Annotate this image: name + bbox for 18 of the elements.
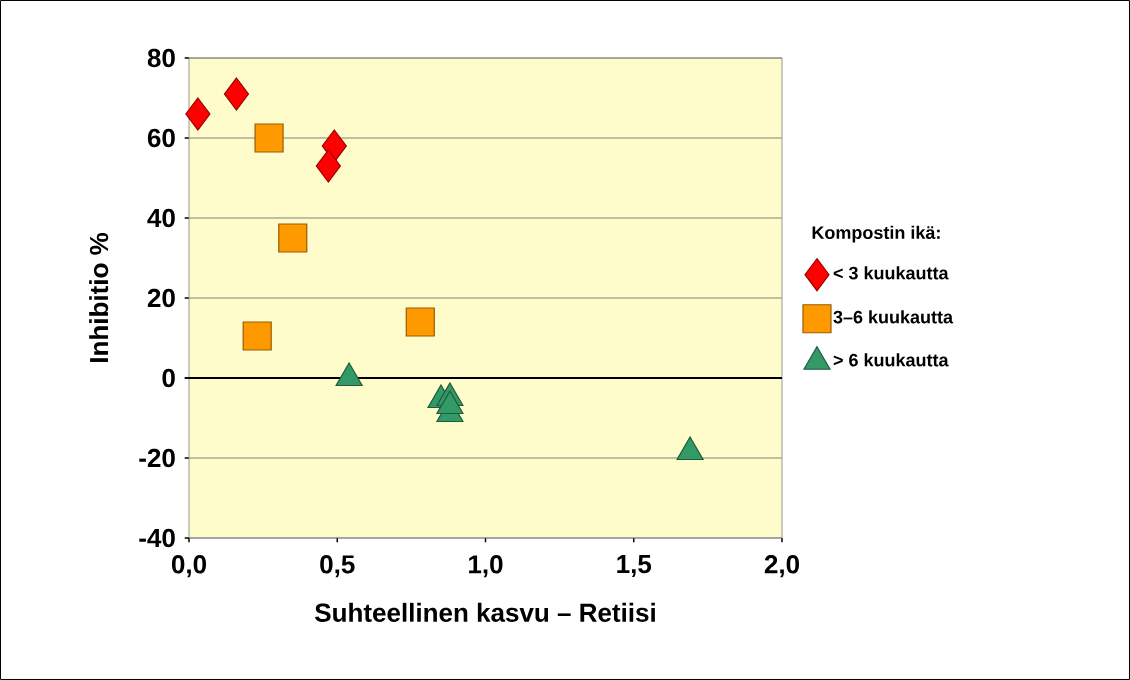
- y-tick-label: -40: [139, 528, 175, 548]
- x-tick-label: 0,0: [171, 555, 207, 578]
- y-tick-label: 80: [147, 48, 175, 68]
- x-tick-label: 1,0: [469, 555, 503, 578]
- y-axis-title: Inhibitio %: [89, 232, 109, 362]
- x-tick-label: 0,5: [320, 555, 355, 578]
- legend-label: < 3 kuukautta: [833, 266, 949, 280]
- x-axis-title: Suhteellinen kasvu – Retiisi: [315, 602, 655, 622]
- y-tick-label: 0: [162, 368, 175, 388]
- legend-label: > 6 kuukautta: [833, 353, 949, 367]
- y-tick-label: 20: [147, 288, 175, 308]
- x-tick-label: 2,0: [764, 555, 800, 578]
- y-tick-label: -20: [139, 448, 175, 468]
- y-tick-label: 60: [147, 128, 175, 148]
- x-tick-label: 1,5: [617, 555, 652, 578]
- y-tick-label: 40: [147, 208, 175, 228]
- legend-title: Kompostin ikä:: [812, 225, 940, 243]
- legend-label: 3–6 kuukautta: [833, 310, 954, 324]
